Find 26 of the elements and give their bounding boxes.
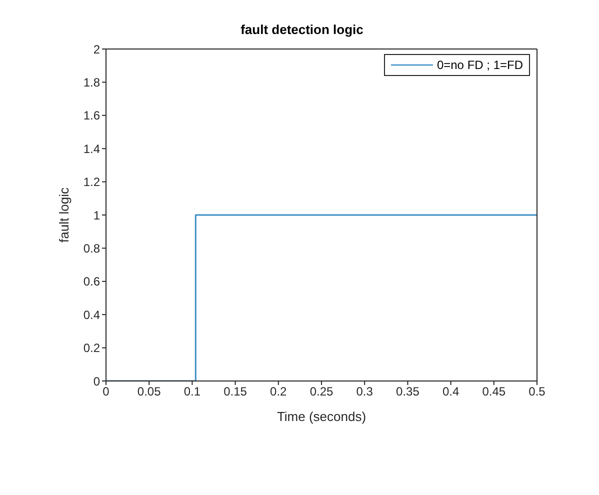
y-tick-label: 1.6 [83, 108, 100, 123]
x-tick-label: 0.2 [270, 384, 288, 399]
y-tick-label: 1 [93, 208, 100, 222]
y-tick-label: 2 [93, 42, 100, 56]
x-tick-label: 0.1 [184, 384, 201, 399]
x-tick-label: 0.3 [356, 384, 374, 399]
x-tick-label: 0.5 [528, 384, 546, 399]
x-axis-title: Time (seconds) [276, 409, 366, 424]
legend-label: 0=no FD ; 1=FD [436, 58, 523, 72]
y-tick-label: 0.4 [83, 308, 100, 322]
x-tick-label: 0.15 [224, 384, 248, 399]
chart-title: fault detection logic [240, 22, 364, 37]
x-tick-label: 0.35 [396, 384, 420, 399]
x-tick-label: 0.4 [442, 384, 460, 399]
x-tick-label: 0.05 [137, 384, 162, 399]
y-tick-label: 1.2 [83, 175, 100, 190]
x-tick-label: 0.25 [310, 384, 334, 399]
y-tick-label: 0.8 [83, 241, 100, 256]
y-axis-title: fault logic [56, 187, 72, 242]
x-tick-label: 0 [102, 384, 110, 399]
y-tick-label: 1.4 [83, 142, 100, 156]
y-tick-label: 0.6 [83, 274, 100, 289]
y-tick-label: 1.8 [83, 75, 100, 90]
y-tick-label: 0.2 [83, 341, 100, 356]
y-tick-label: 0 [93, 374, 100, 388]
x-tick-label: 0.45 [482, 384, 506, 399]
